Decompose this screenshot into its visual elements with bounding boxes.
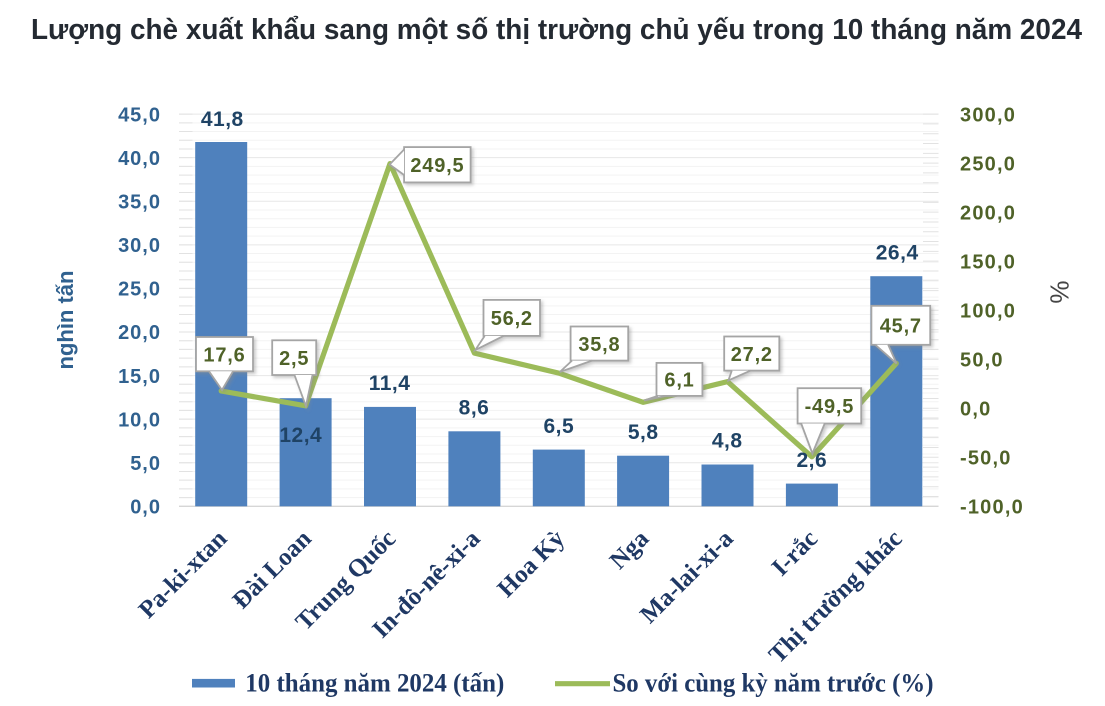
svg-text:-100,0: -100,0 <box>960 497 1024 519</box>
svg-text:2,5: 2,5 <box>279 348 309 370</box>
svg-text:12,4: 12,4 <box>279 424 322 447</box>
svg-text:5,0: 5,0 <box>130 453 161 475</box>
svg-text:-50,0: -50,0 <box>960 448 1012 470</box>
svg-text:150,0: 150,0 <box>960 251 1016 273</box>
svg-text:6,1: 6,1 <box>664 370 694 392</box>
svg-text:200,0: 200,0 <box>960 202 1016 224</box>
svg-text:15,0: 15,0 <box>118 366 161 388</box>
svg-text:Lượng chè xuất khẩu sang một s: Lượng chè xuất khẩu sang một số thị trườ… <box>31 14 1082 46</box>
svg-text:So với cùng kỳ năm trước (%): So với cùng kỳ năm trước (%) <box>613 669 934 698</box>
svg-text:35,0: 35,0 <box>118 192 161 214</box>
svg-text:45,0: 45,0 <box>118 104 161 126</box>
svg-text:50,0: 50,0 <box>960 349 1004 371</box>
svg-text:25,0: 25,0 <box>118 279 161 301</box>
svg-text:41,8: 41,8 <box>201 108 244 131</box>
svg-text:45,7: 45,7 <box>880 316 922 338</box>
svg-text:0,0: 0,0 <box>960 398 991 420</box>
svg-text:35,8: 35,8 <box>578 334 620 356</box>
svg-text:17,6: 17,6 <box>203 344 245 366</box>
svg-text:10 tháng năm 2024 (tấn): 10 tháng năm 2024 (tấn) <box>245 669 504 698</box>
svg-text:30,0: 30,0 <box>118 235 161 257</box>
svg-text:26,4: 26,4 <box>876 241 919 264</box>
svg-text:40,0: 40,0 <box>118 148 161 170</box>
svg-text:10,0: 10,0 <box>118 409 161 431</box>
svg-text:nghìn tấn: nghìn tấn <box>53 271 78 370</box>
svg-text:-49,5: -49,5 <box>805 396 855 418</box>
svg-text:4,8: 4,8 <box>712 430 743 453</box>
svg-text:27,2: 27,2 <box>731 344 773 366</box>
svg-text:20,0: 20,0 <box>118 322 161 344</box>
svg-text:249,5: 249,5 <box>410 155 464 177</box>
svg-text:2,6: 2,6 <box>796 449 827 472</box>
svg-text:300,0: 300,0 <box>960 104 1016 126</box>
svg-text:250,0: 250,0 <box>960 153 1016 175</box>
svg-text:%: % <box>1045 280 1075 303</box>
svg-text:100,0: 100,0 <box>960 300 1016 322</box>
svg-text:11,4: 11,4 <box>369 372 411 395</box>
svg-text:56,2: 56,2 <box>491 308 533 330</box>
svg-text:8,6: 8,6 <box>459 397 490 420</box>
svg-text:5,8: 5,8 <box>628 421 659 444</box>
svg-text:0,0: 0,0 <box>130 497 161 519</box>
svg-text:6,5: 6,5 <box>543 415 574 438</box>
